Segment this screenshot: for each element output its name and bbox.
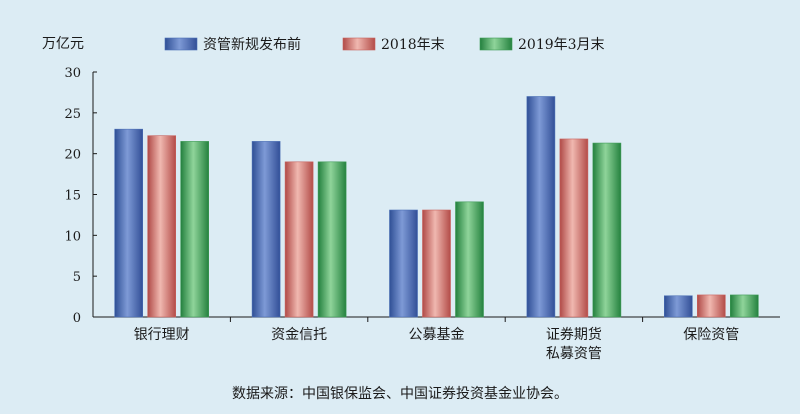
y-tick-label: 30: [64, 66, 81, 81]
category-label-3: 公募基金: [409, 326, 465, 343]
bar-1-4: [526, 96, 556, 318]
y-tick-label: 25: [64, 107, 81, 122]
legend-swatch-3: [479, 37, 513, 51]
bar-1-5: [663, 295, 693, 318]
bar-2-5: [696, 294, 726, 318]
bar-1-3: [389, 209, 418, 318]
y-tick-label: 20: [64, 148, 81, 163]
bar-3-5: [729, 294, 759, 318]
category-label-5: 保险资管: [683, 327, 739, 343]
bar-1-1: [114, 128, 143, 318]
category-label-2: 资金信托: [271, 327, 327, 343]
y-tick-label: 10: [64, 229, 81, 244]
category-label-4: 证券期货: [546, 326, 602, 343]
y-axis-unit-label: 万亿元: [42, 36, 84, 52]
legend: 资管新规发布前 2018年末 2019年3月末: [164, 36, 605, 53]
bar-2-1: [147, 135, 176, 318]
y-tick-label: 5: [73, 270, 81, 285]
bar-3-2: [317, 161, 347, 318]
bar-3-3: [455, 201, 484, 318]
legend-label-1: 资管新规发布前: [203, 36, 301, 53]
legend-swatch-1: [164, 37, 198, 51]
bar-3-4: [592, 142, 622, 318]
y-tick-label: 0: [73, 311, 81, 326]
y-tick-label: 15: [64, 189, 81, 204]
legend-label-3: 2019年3月末: [518, 37, 605, 53]
legend-label-2: 2018年末: [381, 37, 445, 53]
category-label-4: 私募资管: [546, 346, 602, 362]
bar-1-2: [251, 141, 281, 318]
legend-swatch-2: [342, 37, 376, 51]
bar-2-2: [284, 161, 314, 318]
bars: [114, 96, 759, 318]
source-note: 数据来源：中国银保监会、中国证券投资基金业协会。: [232, 385, 568, 402]
bar-3-1: [180, 141, 209, 318]
bar-2-3: [422, 209, 451, 318]
category-label-1: 银行理财: [134, 327, 190, 343]
bar-2-4: [559, 138, 589, 318]
